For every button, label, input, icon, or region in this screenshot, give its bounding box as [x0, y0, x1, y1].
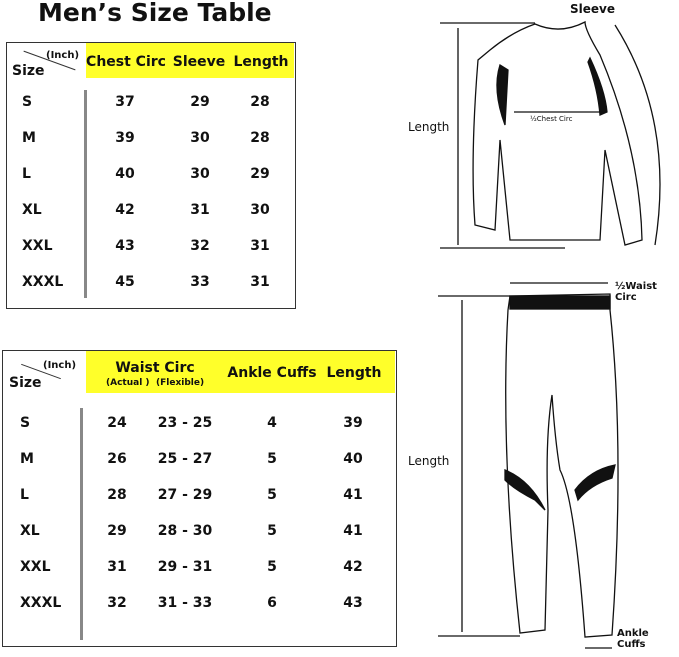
pants-illustration — [438, 282, 619, 649]
ankle-label: Ankle Cuffs — [617, 628, 649, 650]
header-ankle: Ankle Cuffs — [227, 365, 317, 381]
value-cell: 25 - 27 — [157, 451, 213, 467]
value-cell: 39 — [343, 415, 363, 431]
value-cell: 43 — [115, 238, 135, 254]
value-cell: 26 — [107, 451, 127, 467]
size-cell: XXL — [20, 559, 51, 575]
value-cell: 31 - 33 — [157, 595, 213, 611]
size-label: Size — [9, 375, 42, 391]
value-cell: 5 — [267, 559, 277, 575]
size-cell: S — [20, 415, 31, 431]
value-cell: 28 - 30 — [157, 523, 213, 539]
value-cell: 42 — [115, 202, 135, 218]
header-highlight — [86, 351, 395, 393]
value-cell: 39 — [115, 130, 135, 146]
value-cell: 31 — [190, 202, 210, 218]
value-cell: 30 — [190, 166, 210, 182]
value-cell: 5 — [267, 523, 277, 539]
subheader-actual: (Actual ) — [106, 378, 150, 388]
value-cell: 43 — [343, 595, 363, 611]
value-cell: 28 — [250, 94, 270, 110]
value-cell: 28 — [107, 487, 127, 503]
unit-label: (Inch) — [46, 50, 80, 61]
divider-bar — [84, 90, 87, 298]
value-cell: 5 — [267, 451, 277, 467]
header-highlight — [86, 43, 294, 78]
value-cell: 40 — [115, 166, 135, 182]
size-cell: XL — [22, 202, 42, 218]
value-cell: 6 — [267, 595, 277, 611]
value-cell: 23 - 25 — [157, 415, 213, 431]
size-cell: S — [22, 94, 33, 110]
value-cell: 30 — [250, 202, 270, 218]
size-cell: XXXL — [22, 274, 64, 290]
size-cell: M — [20, 451, 34, 467]
value-cell: 37 — [115, 94, 135, 110]
value-cell: 41 — [343, 487, 363, 503]
divider-bar — [80, 408, 83, 640]
pants-length-label: Length — [408, 454, 450, 468]
value-cell: 28 — [250, 130, 270, 146]
subheader-flexible: (Flexible) — [156, 378, 205, 388]
value-cell: 30 — [190, 130, 210, 146]
size-cell: L — [20, 487, 29, 503]
waist-label: ½Waist Circ — [615, 281, 657, 303]
value-cell: 32 — [107, 595, 127, 611]
value-cell: 29 — [190, 94, 210, 110]
value-cell: 29 - 31 — [157, 559, 213, 575]
value-cell: 4 — [267, 415, 277, 431]
header-length: Length — [326, 365, 382, 381]
value-cell: 31 — [250, 274, 270, 290]
chest-label: ½Chest Circ — [530, 115, 573, 123]
shirt-illustration — [440, 20, 661, 249]
value-cell: 32 — [190, 238, 210, 254]
value-cell: 5 — [267, 487, 277, 503]
header-chest: Chest Circ — [86, 54, 166, 70]
header-length: Length — [233, 54, 289, 70]
size-label: Size — [12, 63, 45, 79]
value-cell: 24 — [107, 415, 127, 431]
value-cell: 27 - 29 — [157, 487, 213, 503]
value-cell: 29 — [250, 166, 270, 182]
value-cell: 33 — [190, 274, 210, 290]
pants-size-table — [2, 350, 397, 647]
value-cell: 40 — [343, 451, 363, 467]
value-cell: 45 — [115, 274, 135, 290]
size-cell: XXXL — [20, 595, 62, 611]
size-cell: M — [22, 130, 36, 146]
value-cell: 31 — [107, 559, 127, 575]
value-cell: 29 — [107, 523, 127, 539]
sleeve-label: Sleeve — [570, 2, 615, 16]
value-cell: 42 — [343, 559, 363, 575]
header-sleeve: Sleeve — [172, 54, 226, 70]
size-cell: L — [22, 166, 31, 182]
shirt-size-table — [6, 42, 296, 309]
value-cell: 31 — [250, 238, 270, 254]
unit-label: (Inch) — [43, 360, 77, 371]
value-cell: 41 — [343, 523, 363, 539]
shirt-length-label: Length — [408, 120, 450, 134]
page-title: Men’s Size Table — [38, 0, 272, 27]
size-cell: XXL — [22, 238, 53, 254]
header-waist: Waist Circ — [115, 360, 195, 376]
size-cell: XL — [20, 523, 40, 539]
